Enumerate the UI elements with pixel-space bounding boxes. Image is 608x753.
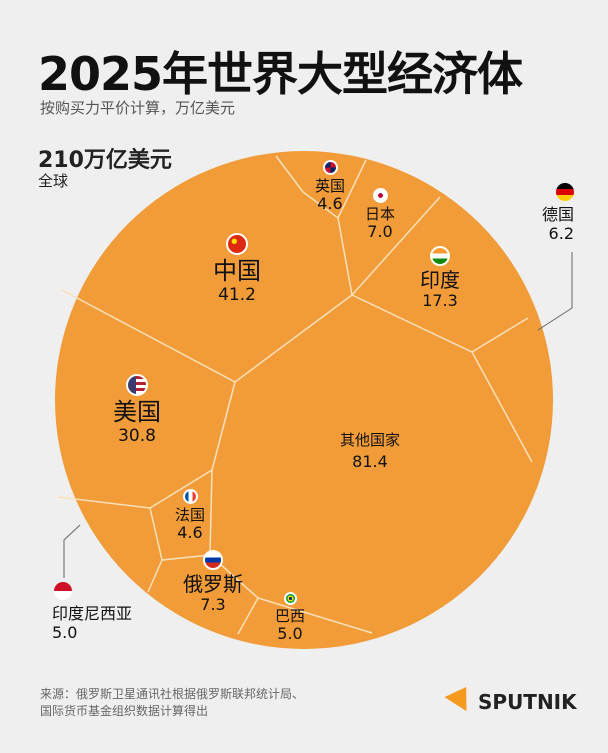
label-value: 5.0 bbox=[52, 623, 78, 643]
label-indonesia: 印度尼西亚 5.0 bbox=[52, 582, 132, 642]
label-name: 印度 bbox=[420, 268, 460, 292]
leader-line-indonesia bbox=[63, 524, 81, 578]
cell-border-china-others bbox=[234, 294, 353, 383]
chart-subtitle: 按购买力平价计算，万亿美元 bbox=[40, 99, 236, 117]
cell-china: 中国 41.2 bbox=[213, 233, 261, 305]
cell-border-china-usa bbox=[61, 289, 236, 383]
label-value: 41.2 bbox=[218, 284, 256, 305]
cell-japan: 日本 7.0 bbox=[365, 188, 395, 242]
leader-line-germany bbox=[537, 252, 573, 331]
label-name: 印度尼西亚 bbox=[52, 604, 133, 623]
cell-border-uk-china bbox=[275, 155, 353, 296]
uk-flag-icon bbox=[322, 160, 338, 175]
label-name: 日本 bbox=[364, 205, 396, 223]
label-value: 6.2 bbox=[548, 224, 574, 244]
cell-border-uk-japan bbox=[337, 159, 367, 219]
chart-circle bbox=[55, 151, 553, 649]
cell-uk: 英国 4.6 bbox=[315, 160, 345, 214]
china-flag-icon bbox=[226, 233, 248, 255]
logo-text: SPUTNIK bbox=[478, 690, 577, 714]
label-name: 美国 bbox=[113, 398, 161, 426]
usa-flag-icon bbox=[126, 374, 148, 396]
cell-others: 其他国家 81.4 bbox=[339, 431, 401, 472]
brazil-flag-icon bbox=[283, 592, 297, 605]
label-name: 法国 bbox=[174, 506, 206, 524]
cell-france: 法国 4.6 bbox=[175, 489, 205, 543]
label-value: 4.6 bbox=[177, 523, 203, 543]
label-name: 其他国家 bbox=[339, 431, 401, 449]
label-value: 7.0 bbox=[367, 222, 393, 242]
label-name: 英国 bbox=[314, 177, 346, 195]
source-line: 来源：俄罗斯卫星通讯社根据俄罗斯联邦统计局、 bbox=[40, 687, 305, 701]
source-note: 来源：俄罗斯卫星通讯社根据俄罗斯联邦统计局、 国际货币基金组织数据计算得出 bbox=[40, 686, 304, 720]
france-flag-icon bbox=[182, 489, 198, 504]
total-value: 210万亿美元 bbox=[38, 148, 172, 173]
russia-flag-icon bbox=[203, 550, 223, 570]
indonesia-flag-icon bbox=[54, 582, 72, 600]
japan-flag-icon bbox=[372, 188, 388, 203]
cell-usa: 美国 30.8 bbox=[113, 374, 161, 446]
cell-india: 印度 17.3 bbox=[420, 246, 460, 310]
total-label: 全球 bbox=[38, 172, 69, 190]
cell-brazil: 巴西 5.0 bbox=[275, 592, 305, 644]
label-value: 30.8 bbox=[118, 425, 156, 446]
label-name: 巴西 bbox=[274, 607, 306, 625]
label-name: 德国 bbox=[541, 205, 574, 224]
cell-russia: 俄罗斯 7.3 bbox=[183, 550, 243, 614]
cell-border-japan-india bbox=[351, 196, 441, 296]
label-name: 俄罗斯 bbox=[183, 572, 243, 596]
germany-flag-icon bbox=[556, 183, 574, 201]
label-value: 81.4 bbox=[352, 452, 388, 472]
label-value: 4.6 bbox=[317, 194, 343, 214]
cell-border-brazil-others bbox=[257, 597, 373, 634]
label-name: 中国 bbox=[213, 257, 261, 285]
cell-border-russia-left bbox=[147, 559, 163, 593]
label-value: 17.3 bbox=[422, 291, 458, 310]
source-line: 国际货币基金组织数据计算得出 bbox=[40, 703, 209, 718]
label-value: 7.3 bbox=[200, 595, 226, 614]
chart-title: 2025年世界大型经济体 bbox=[38, 47, 523, 101]
label-value: 5.0 bbox=[277, 624, 303, 644]
label-germany: 德国 6.2 bbox=[530, 183, 574, 243]
sputnik-logo: SPUTNIK bbox=[444, 686, 577, 718]
sputnik-logo-icon bbox=[444, 686, 476, 718]
cell-border-germany bbox=[471, 351, 533, 463]
india-flag-icon bbox=[430, 246, 450, 266]
